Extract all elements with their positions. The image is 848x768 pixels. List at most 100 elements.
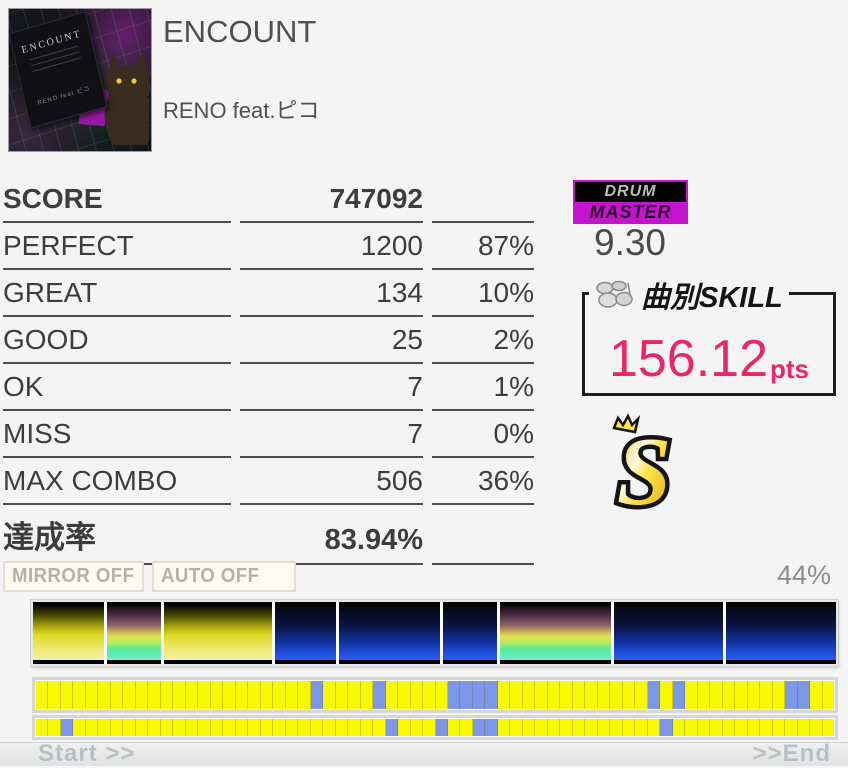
- strip-cell-note: [235, 681, 249, 709]
- strip-cell-note: [772, 719, 786, 736]
- judge-pct: 87%: [432, 223, 534, 270]
- strip-cell-note: [560, 681, 573, 709]
- strip-cell-note: [572, 719, 586, 736]
- strip-cell-note: [185, 681, 199, 709]
- strip-cell-note: [447, 719, 461, 736]
- strip-cell-note: [785, 719, 798, 736]
- strip-cell-note: [747, 681, 761, 709]
- judge-label: MAX COMBO: [3, 458, 231, 505]
- graph-segment-blue: [725, 606, 836, 660]
- strip-cell-hold: [385, 719, 399, 736]
- strip-cell-note: [735, 719, 748, 736]
- strip-cell-note: [560, 719, 573, 736]
- strip-cell-note: [310, 719, 324, 736]
- footer-bar: [0, 742, 848, 766]
- difficulty-instrument: DRUM: [604, 183, 657, 200]
- skill-legend: 曲別SKILL: [589, 274, 789, 316]
- rank-letter: S: [617, 418, 672, 522]
- graph-segment-blue: [339, 606, 440, 660]
- strip-cell-note: [610, 681, 623, 709]
- difficulty-chart: MASTER: [589, 201, 672, 222]
- strip-cell-note: [710, 681, 723, 709]
- strip-cell-note: [460, 719, 473, 736]
- cover-artist: RENO feat.ピコ: [37, 85, 92, 107]
- strip-cell-note: [497, 719, 511, 736]
- strip-cell-note: [522, 681, 536, 709]
- seek-start-control[interactable]: Start >>: [38, 740, 136, 767]
- strip-cell-note: [510, 719, 523, 736]
- strip-cell-note: [610, 719, 623, 736]
- strip-cell-note: [797, 719, 811, 736]
- auto-toggle-label: AUTO OFF: [161, 565, 260, 587]
- judge-value: 506: [240, 458, 423, 505]
- strip-cell-note: [48, 681, 61, 709]
- graph-segment-yellow: [164, 606, 273, 660]
- judge-pct: 36%: [432, 458, 534, 505]
- clear-position-percent: 44%: [776, 560, 831, 590]
- strip-cell-note: [323, 681, 336, 709]
- strip-cell-note: [373, 719, 386, 736]
- seek-end-control[interactable]: >>End: [752, 740, 831, 767]
- judge-pct: 10%: [432, 270, 534, 317]
- strip-cell-note: [36, 719, 49, 736]
- mirror-toggle-button[interactable]: MIRROR OFF: [3, 561, 144, 592]
- strip-cell-note: [697, 681, 711, 709]
- strip-cell-hold: [647, 681, 661, 709]
- strip-cell-note: [335, 719, 349, 736]
- cat-icon: [104, 52, 149, 145]
- strip-cell-note: [622, 681, 636, 709]
- song-graph: [30, 599, 839, 667]
- strip-cell-note: [547, 719, 561, 736]
- judge-row: GREAT 134 10%: [3, 270, 534, 317]
- strip-cell-note: [98, 681, 111, 709]
- strip-cell-note: [98, 719, 111, 736]
- strip-cell-note: [260, 681, 274, 709]
- score-row: SCORE 747092: [3, 176, 534, 223]
- strip-cell-note: [597, 719, 611, 736]
- judge-value: 1200: [240, 223, 423, 270]
- strip-cell-note: [635, 719, 648, 736]
- strip-cell-note: [423, 681, 436, 709]
- judge-label: MISS: [3, 411, 231, 458]
- strip-cell-note: [423, 719, 436, 736]
- strip-cell-note: [722, 681, 736, 709]
- difficulty-level: 9.30: [594, 222, 667, 263]
- song-artist: RENO feat.ピコ: [163, 98, 320, 123]
- difficulty-chart-band: MASTER: [575, 202, 686, 222]
- judge-row: OK 7 1%: [3, 364, 534, 411]
- strip-cell-note: [48, 719, 61, 736]
- strip-cell-note: [710, 719, 723, 736]
- skill-panel: 曲別SKILL 156.12 pts: [582, 274, 836, 396]
- strip-cell-note: [210, 681, 224, 709]
- strip-cell-note: [822, 719, 834, 736]
- strip-cell-note: [223, 681, 236, 709]
- strip-cell-note: [36, 681, 49, 709]
- score-value: 747092: [240, 176, 423, 223]
- score-table-body: SCORE 747092 PERFECT 1200 87% GREAT 134 10% GO…: [3, 176, 534, 565]
- strip-cell-note: [360, 681, 374, 709]
- strip-cell-note: [185, 719, 199, 736]
- judge-value: 7: [240, 364, 423, 411]
- strip-cell-note: [110, 681, 124, 709]
- strip-cell-note: [335, 681, 349, 709]
- strip-cell-note: [323, 719, 336, 736]
- strip-cell-note: [722, 719, 736, 736]
- strip-cell-note: [672, 719, 686, 736]
- strip-cell-note: [385, 681, 399, 709]
- graph-divider: [104, 602, 108, 664]
- graph-divider: [496, 602, 500, 664]
- strip-cell-note: [685, 681, 698, 709]
- strip-cell-note: [198, 719, 211, 736]
- strip-cell-note: [497, 681, 511, 709]
- strip-cell-note: [822, 681, 834, 709]
- judge-value: 134: [240, 270, 423, 317]
- strip-cell-note: [398, 719, 411, 736]
- judge-row: PERFECT 1200 87%: [3, 223, 534, 270]
- rank-s-icon: S: [612, 413, 676, 522]
- auto-toggle-button[interactable]: AUTO OFF: [152, 561, 296, 592]
- album-art: ENCOUNT RENO feat.ピコ: [8, 8, 152, 152]
- strip-cell-note: [760, 719, 773, 736]
- strip-cell-note: [697, 719, 711, 736]
- strip-cell-note: [622, 719, 636, 736]
- judge-label: OK: [3, 364, 231, 411]
